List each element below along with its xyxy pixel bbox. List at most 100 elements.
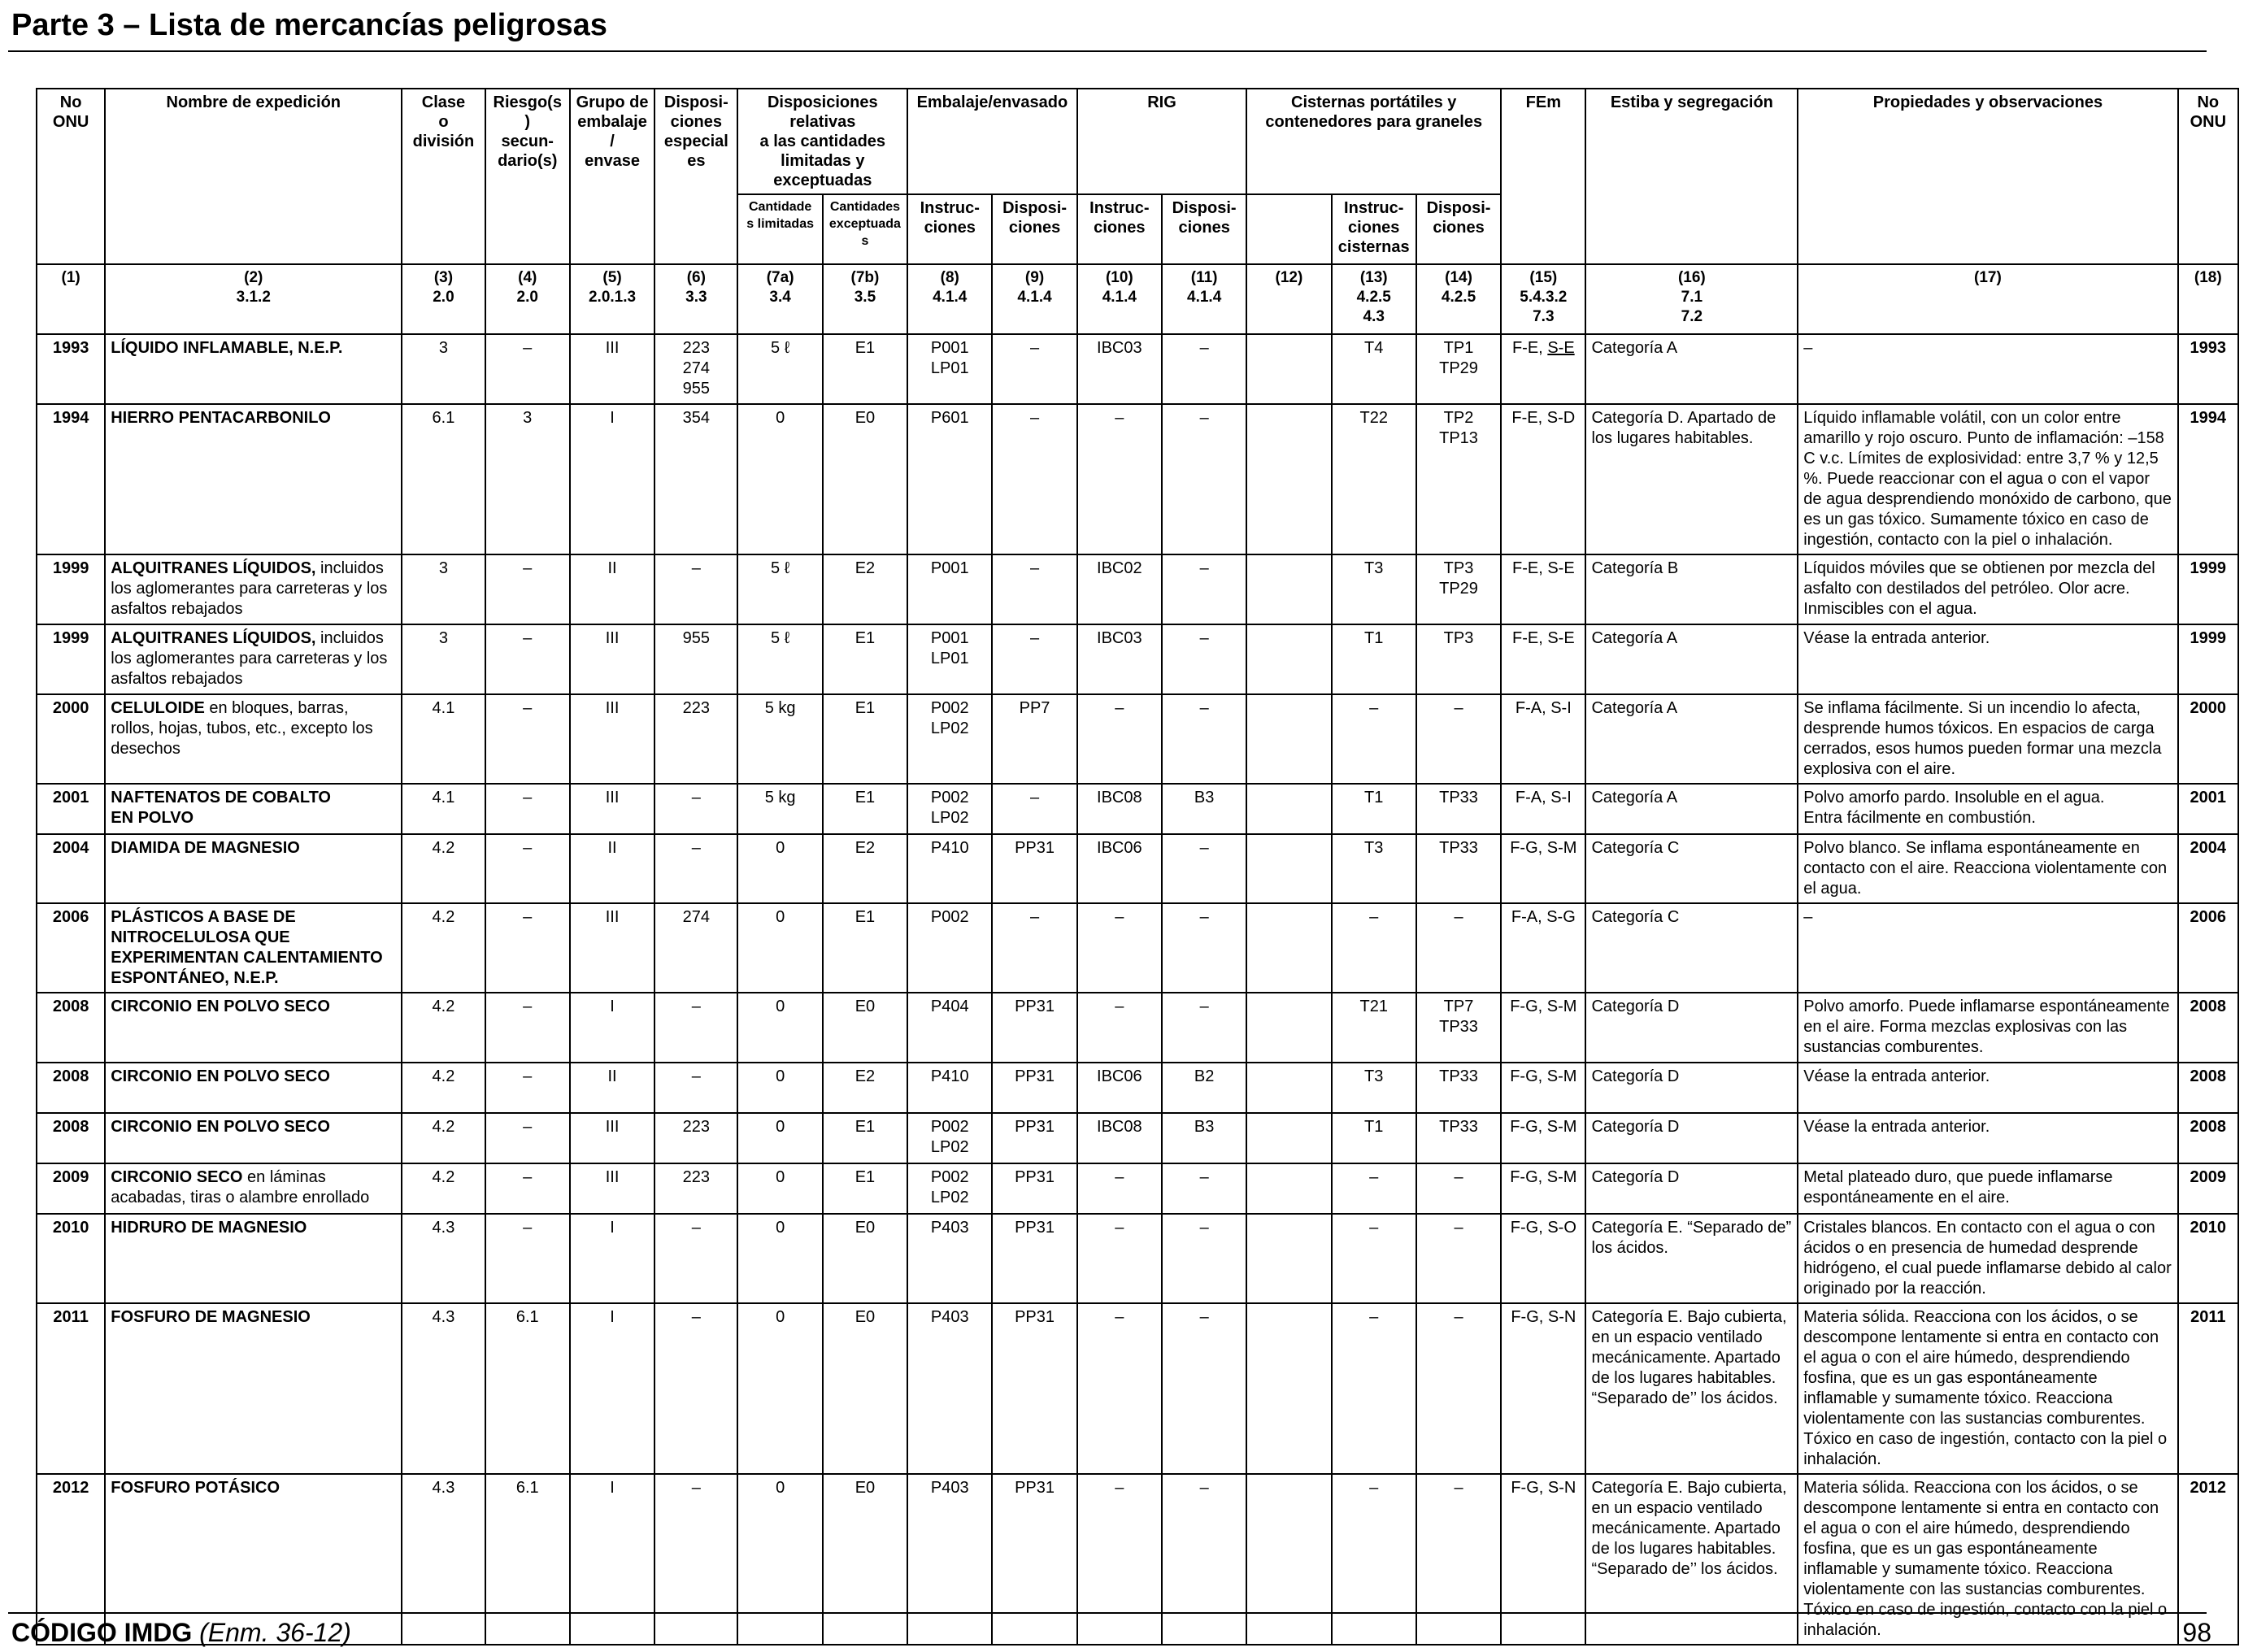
cell-eq: E1 bbox=[821, 1112, 909, 1164]
shipping-name-main: CIRCONIO EN POLVO SECO bbox=[111, 1118, 330, 1136]
cell-sub: – bbox=[484, 902, 571, 993]
cell-pp: PP31 bbox=[991, 1473, 1078, 1645]
cell-stow: Categoría C bbox=[1585, 833, 1799, 904]
cell-sp: 223 bbox=[654, 1163, 739, 1215]
cell-un: 1993 bbox=[35, 333, 107, 405]
cell-cls: 4.2 bbox=[401, 833, 486, 904]
header-subrisk: Riesgo(s) secun- dario(s) bbox=[484, 88, 571, 265]
cell-pi: P601 bbox=[907, 403, 994, 555]
table-row: 1999 ALQUITRANES LÍQUIDOS, incluidos los … bbox=[35, 554, 2240, 625]
header-ems: FEm bbox=[1500, 88, 1587, 265]
shipping-name: NAFTENATOS DE COBALTO EN POLVO bbox=[104, 783, 403, 835]
cell-pg: I bbox=[568, 1302, 656, 1475]
cell-sub: – bbox=[484, 1213, 571, 1304]
cell-pg: III bbox=[568, 333, 656, 405]
shipping-name-main: ALQUITRANES LÍQUIDOS, bbox=[111, 559, 316, 577]
cell-tp: – bbox=[1415, 1302, 1502, 1475]
cell-props: – bbox=[1797, 902, 2179, 993]
cell-sub: 3 bbox=[484, 403, 571, 555]
shipping-name: LÍQUIDO INFLAMABLE, N.E.P. bbox=[104, 333, 403, 405]
column-number: (15) 5.4.3.2 7.3 bbox=[1500, 263, 1587, 335]
ems-code: F-A, S-G bbox=[1511, 908, 1576, 926]
cell-stow: Categoría A bbox=[1585, 624, 1799, 695]
cell-cls: 4.2 bbox=[401, 1163, 486, 1215]
header-tank-prov: Disposi- ciones bbox=[1415, 193, 1502, 265]
header-properties: Propiedades y observaciones bbox=[1797, 88, 2179, 265]
cell-ibc: – bbox=[1076, 1213, 1163, 1304]
cell-cls: 6.1 bbox=[401, 403, 486, 555]
cell-stow: Categoría A bbox=[1585, 783, 1799, 835]
column-number: (9) 4.1.4 bbox=[991, 263, 1078, 335]
cell-ibc: – bbox=[1076, 1473, 1163, 1645]
cell-un: 1999 bbox=[35, 624, 107, 695]
cell-lq: 0 bbox=[737, 1473, 824, 1645]
cell-un-r: 2000 bbox=[2177, 693, 2240, 785]
cell-eq: E1 bbox=[821, 624, 909, 695]
cell-pp: PP31 bbox=[991, 1062, 1078, 1114]
cell-pg: I bbox=[568, 992, 656, 1063]
column-number: (4) 2.0 bbox=[484, 263, 571, 335]
cell-sub: – bbox=[484, 783, 571, 835]
cell-pi: P403 bbox=[907, 1213, 994, 1304]
cell-pg: III bbox=[568, 1112, 656, 1164]
ems-cell: F-A, S-I bbox=[1500, 693, 1587, 785]
cell-c12 bbox=[1246, 902, 1333, 993]
shipping-name-extra: en bloques, barras, rollos, hojas, tubos… bbox=[111, 699, 373, 758]
cell-pi: P002 LP02 bbox=[907, 1112, 994, 1164]
cell-pp: – bbox=[991, 554, 1078, 625]
cell-tp: TP33 bbox=[1415, 783, 1502, 835]
shipping-name: ALQUITRANES LÍQUIDOS, incluidos los aglo… bbox=[104, 624, 403, 695]
cell-sub: – bbox=[484, 693, 571, 785]
footer-rule bbox=[8, 1612, 2207, 1614]
cell-ibc: IBC06 bbox=[1076, 833, 1163, 904]
cell-cls: 4.1 bbox=[401, 783, 486, 835]
cell-ibc: IBC03 bbox=[1076, 333, 1163, 405]
column-number: (7a) 3.4 bbox=[737, 263, 824, 335]
table-row: 2012 FOSFURO POTÁSICO 4.3 6.1 I –0 E0 P403 PP31–… bbox=[35, 1473, 2240, 1645]
cell-ibc: – bbox=[1076, 1302, 1163, 1475]
cell-c12 bbox=[1246, 693, 1333, 785]
cell-pg: III bbox=[568, 693, 656, 785]
cell-pg: III bbox=[568, 902, 656, 993]
cell-pg: III bbox=[568, 1163, 656, 1215]
cell-eq: E0 bbox=[821, 403, 909, 555]
cell-sub: – bbox=[484, 1062, 571, 1114]
cell-pp: – bbox=[991, 624, 1078, 695]
cell-stow: Categoría E. “Separado de” los ácidos. bbox=[1585, 1213, 1799, 1304]
cell-pg: III bbox=[568, 624, 656, 695]
cell-props: Líquido inflamable volátil, con un color… bbox=[1797, 403, 2179, 555]
header-un-no-right: No ONU bbox=[2177, 88, 2240, 265]
ems-code: F-G, S-O bbox=[1510, 1219, 1576, 1237]
cell-tp: TP3 TP29 bbox=[1415, 554, 1502, 625]
cell-sp: – bbox=[654, 992, 739, 1063]
cell-pp: PP31 bbox=[991, 1112, 1078, 1164]
cell-pp: PP31 bbox=[991, 1302, 1078, 1475]
shipping-name-main: NAFTENATOS DE COBALTO EN POLVO bbox=[111, 789, 331, 827]
cell-tp: – bbox=[1415, 1213, 1502, 1304]
cell-sub: – bbox=[484, 1163, 571, 1215]
cell-props: Materia sólida. Reacciona con los ácidos… bbox=[1797, 1302, 2179, 1475]
cell-tp: TP2 TP13 bbox=[1415, 403, 1502, 555]
table-row: 2008 CIRCONIO EN POLVO SECO 4.2– III 223 0 E1 P… bbox=[35, 1112, 2240, 1164]
cell-sub: – bbox=[484, 833, 571, 904]
header-packing: Embalaje/envasado bbox=[907, 88, 1078, 195]
cell-un-r: 1999 bbox=[2177, 554, 2240, 625]
cell-ibcp: – bbox=[1160, 902, 1248, 993]
cell-pi: P403 bbox=[907, 1302, 994, 1475]
shipping-name: DIAMIDA DE MAGNESIO bbox=[104, 833, 403, 904]
cell-props: Polvo blanco. Se inflama espontáneamente… bbox=[1797, 833, 2179, 904]
cell-cls: 4.3 bbox=[401, 1473, 486, 1645]
shipping-name-main: ALQUITRANES LÍQUIDOS, bbox=[111, 629, 316, 647]
cell-cls: 4.2 bbox=[401, 992, 486, 1063]
cell-eq: E2 bbox=[821, 1062, 909, 1114]
cell-pg: II bbox=[568, 833, 656, 904]
ems-code: F-G, S-M bbox=[1510, 998, 1577, 1015]
shipping-name-main: CIRCONIO EN POLVO SECO bbox=[111, 998, 330, 1015]
cell-props: Metal plateado duro, que puede inflamars… bbox=[1797, 1163, 2179, 1215]
cell-stow: Categoría E. Bajo cubierta, en un espaci… bbox=[1585, 1473, 1799, 1645]
cell-sub: – bbox=[484, 554, 571, 625]
cell-stow: Categoría D. Apartado de los lugares hab… bbox=[1585, 403, 1799, 555]
column-number: (14) 4.2.5 bbox=[1415, 263, 1502, 335]
cell-c12 bbox=[1246, 1473, 1333, 1645]
cell-stow: Categoría D bbox=[1585, 1163, 1799, 1215]
